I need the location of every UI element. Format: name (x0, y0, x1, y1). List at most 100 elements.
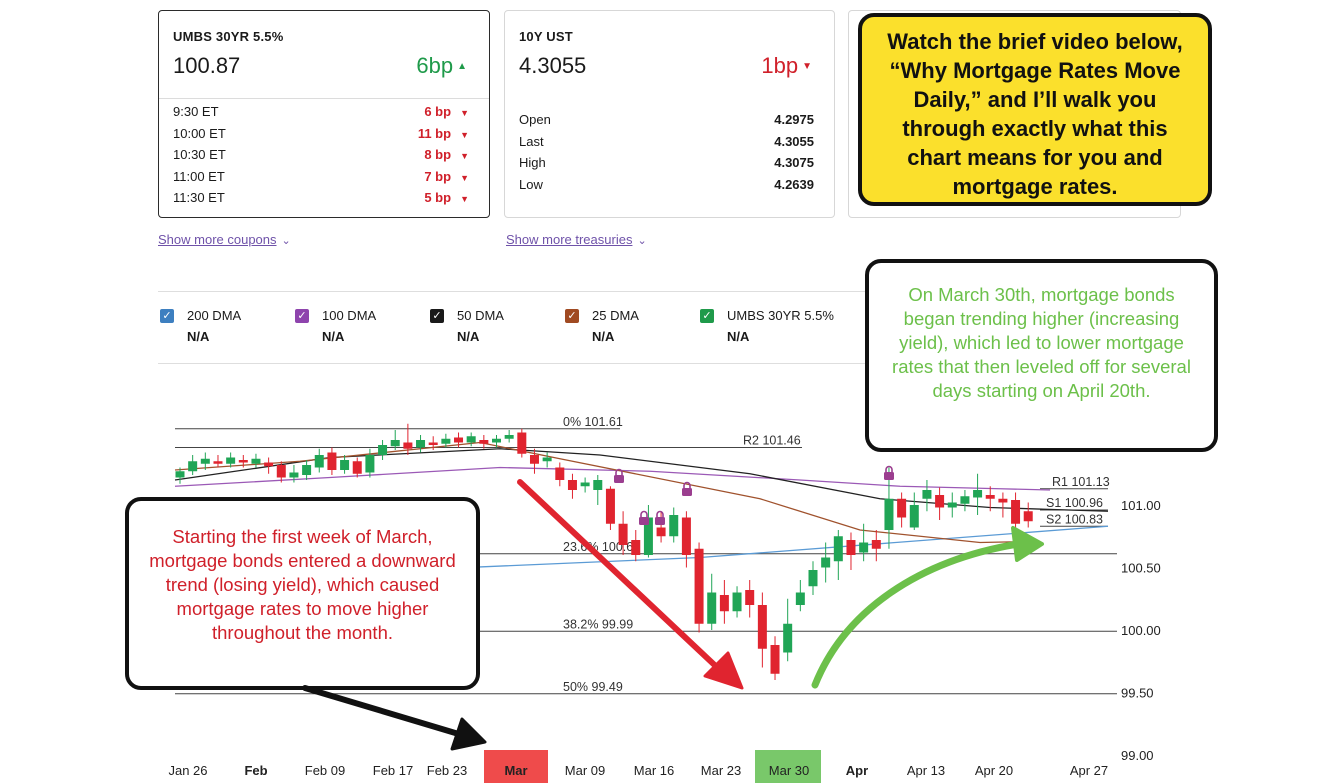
x-tick-label: Mar 09 (565, 763, 605, 778)
quote-row: 11:30 ET 5 bp ▼ (173, 187, 469, 209)
candle (454, 432, 464, 448)
x-tick-label: Apr 27 (1070, 763, 1108, 778)
show-more-treasuries-link[interactable]: Show more treasuries ⌄ (506, 232, 647, 247)
row-label: 10:00 ET (173, 125, 226, 141)
candle-body (492, 438, 501, 443)
x-tick-label: Apr 13 (907, 763, 945, 778)
price-level-label: S2 100.83 (1046, 512, 1103, 526)
candle (441, 433, 451, 448)
quote-row: Last 4.3055 (519, 131, 814, 153)
quote-title: UMBS 30YR 5.5% (173, 29, 284, 44)
candle (960, 490, 970, 512)
candle-body (909, 505, 919, 528)
candle-body (416, 440, 426, 448)
legend-label: 50 DMA (457, 308, 504, 323)
candle (416, 435, 426, 453)
candle-body (504, 435, 514, 439)
legend-bottom-divider (158, 363, 1181, 364)
row-label: Open (519, 112, 551, 127)
candle-body (352, 461, 362, 474)
ma-line-50-dma (174, 448, 1109, 512)
candle (795, 580, 805, 612)
quote-row: High 4.3075 (519, 152, 814, 174)
lock-shackle (615, 468, 623, 475)
row-label: High (519, 155, 546, 171)
candle (390, 430, 400, 450)
candle (1023, 502, 1033, 528)
y-tick-label: 99.50 (1121, 686, 1154, 701)
checkbox-checked-icon[interactable]: ✓ (295, 309, 309, 323)
quote-card-umbs[interactable]: UMBS 30YR 5.5% 100.87 6bp ▲ 9:30 ET 6 bp ▼ 1… (158, 10, 490, 218)
legend-value: N/A (187, 329, 210, 344)
y-tick-label: 99.00 (1121, 748, 1154, 763)
candle-body (454, 437, 464, 443)
x-tick-label: Mar (504, 763, 527, 778)
quote-card-10y[interactable]: 10Y UST 4.3055 1bp ▼ Open 4.2975 Last 4.3055… (504, 10, 835, 218)
candle-body (226, 457, 236, 464)
caret-down-icon: ▼ (460, 151, 469, 162)
candle (745, 580, 755, 618)
candle (314, 448, 324, 473)
quote-price: 100.87 (173, 53, 241, 78)
row-value: 4.3075 (774, 155, 814, 171)
candle (973, 473, 983, 515)
candle-body (922, 490, 932, 499)
quote-row: Open 4.2975 (519, 109, 814, 131)
y-tick-label: 101.00 (1121, 498, 1161, 513)
candle-body (783, 623, 793, 653)
candle (770, 636, 780, 680)
candle-body (1023, 511, 1033, 522)
candle (998, 492, 1008, 518)
quote-row: 10:00 ET 11 bp ▼ (173, 123, 469, 145)
candle (529, 448, 539, 474)
legend-label: 100 DMA (322, 308, 377, 323)
x-tick-label: Jan 26 (168, 763, 207, 778)
candle (175, 467, 185, 484)
price-level-label: 0% 101.61 (563, 415, 623, 429)
candle-body (1011, 500, 1021, 524)
candle (935, 487, 945, 520)
quote-change: 1bp ▼ (761, 53, 812, 78)
candle-body (314, 455, 324, 468)
candle (783, 598, 793, 662)
row-label: Last (519, 133, 544, 149)
row-value: 7 bp ▼ (424, 168, 469, 184)
candle (922, 480, 932, 512)
chevron-down-icon: ⌄ (637, 235, 647, 247)
march30-callout: On March 30th, mortgage bonds began tren… (865, 259, 1218, 452)
quote-row: 9:30 ET 6 bp ▼ (173, 101, 469, 123)
candle-body (985, 495, 995, 499)
quote-row: 10:30 ET 8 bp ▼ (173, 144, 469, 166)
quote-title: 10Y UST (519, 29, 573, 44)
x-tick-label: Mar 30 (769, 763, 809, 778)
candle (226, 452, 236, 468)
checkbox-checked-icon[interactable]: ✓ (160, 309, 174, 323)
candle (276, 461, 286, 483)
x-tick-highlight-mar (484, 750, 548, 783)
checkbox-checked-icon[interactable]: ✓ (430, 309, 444, 323)
checkbox-checked-icon[interactable]: ✓ (565, 309, 579, 323)
caret-down-icon: ▼ (460, 108, 469, 118)
checkbox-checked-icon[interactable]: ✓ (700, 309, 714, 323)
caret-down-icon: ▼ (460, 172, 469, 183)
candle-body (238, 460, 248, 463)
show-more-coupons-link[interactable]: Show more coupons ⌄ (158, 232, 291, 247)
candle-body (213, 461, 223, 464)
candle (340, 455, 350, 474)
candle (542, 452, 552, 468)
candle (492, 435, 501, 448)
candle-body (529, 455, 539, 464)
candle-body (542, 457, 552, 462)
candle (757, 592, 767, 668)
candle-body (973, 490, 983, 498)
quote-change: 6bp ▲ (416, 53, 467, 78)
candle (985, 486, 995, 512)
row-value: 5 bp ▼ (424, 190, 469, 206)
candle-body (175, 471, 185, 478)
candle-body (390, 440, 400, 447)
x-tick-label: Apr (846, 763, 868, 778)
row-label: 11:30 ET (173, 190, 225, 206)
row-value: 8 bp ▼ (424, 147, 469, 163)
candle (302, 460, 312, 480)
